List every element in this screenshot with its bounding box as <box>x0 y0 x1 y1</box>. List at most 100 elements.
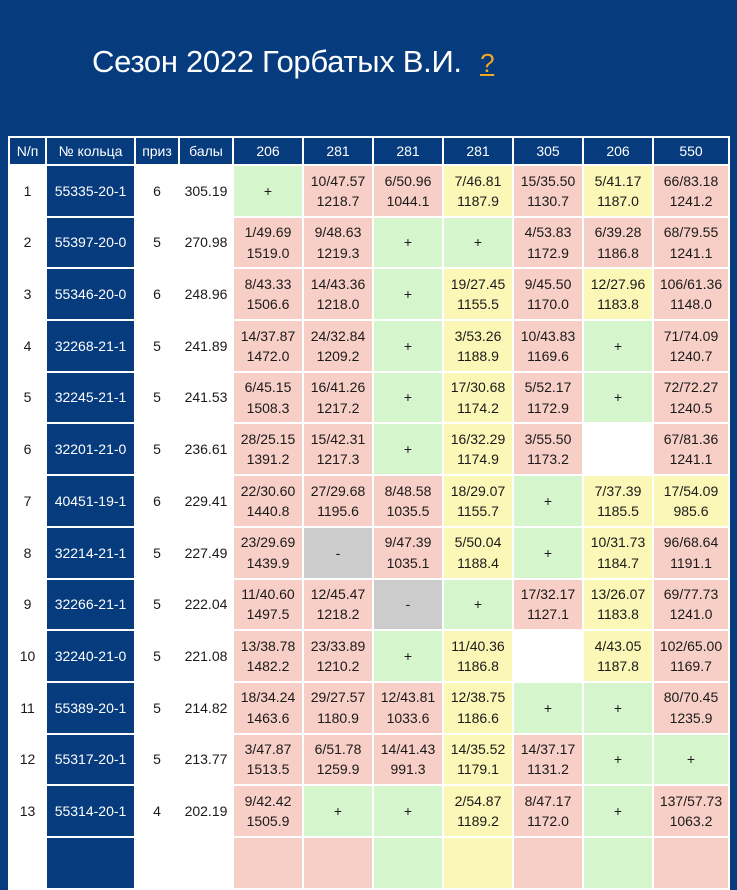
race-result-cell: + <box>652 732 730 787</box>
ring-number-link[interactable]: 55389-20-1 <box>45 680 136 735</box>
race-coefficient: 1217.3 <box>316 451 360 468</box>
race-result-cell: 23/29.69 1439.9 <box>232 525 304 580</box>
row-number-cell: 6 <box>8 422 47 477</box>
race-place-speed: 8/48.58 <box>384 482 432 499</box>
ring-number-link[interactable]: 32266-21-1 <box>45 577 136 632</box>
table-row: 2 55397-20-0 5 270.98 1/49.69 1519.0 9/48.63 12… <box>8 215 730 270</box>
prize-count-cell: 6 <box>134 267 180 322</box>
ring-number-link[interactable]: 55314-20-1 <box>45 784 136 838</box>
header-cell: № кольца <box>45 136 136 166</box>
race-result-cell: + <box>582 319 654 373</box>
race-result-cell: 13/26.07 1183.8 <box>582 577 654 632</box>
race-result-cell: 17/32.17 1127.1 <box>512 577 584 632</box>
race-coefficient: 991.3 <box>390 761 426 778</box>
points-cell: 227.49 <box>178 525 234 580</box>
race-coefficient: 1209.2 <box>316 347 360 364</box>
race-coefficient: 1241.1 <box>669 451 713 468</box>
row-number-cell: 13 <box>8 784 47 838</box>
header-cell: приз <box>134 136 180 166</box>
race-place-speed: 1/49.69 <box>244 224 292 241</box>
points-cell: 270.98 <box>178 215 234 270</box>
race-coefficient: 1044.1 <box>386 192 430 209</box>
page-title-text: Сезон 2022 Горбатых В.И. <box>92 44 462 79</box>
race-coefficient: 1240.5 <box>669 399 713 416</box>
race-coefficient: 1218.0 <box>316 296 360 313</box>
race-place-speed: 15/42.31 <box>310 430 366 447</box>
ring-number-link[interactable]: 55346-20-0 <box>45 267 136 322</box>
ring-number-link[interactable]: 32201-21-0 <box>45 422 136 477</box>
race-coefficient: 1506.6 <box>246 296 290 313</box>
ring-number-link[interactable]: 55335-20-1 <box>45 164 136 218</box>
race-result-cell: + <box>582 680 654 735</box>
race-place-speed: 68/79.55 <box>663 224 719 241</box>
ring-number-link[interactable]: 32245-21-1 <box>45 370 136 425</box>
help-link[interactable]: ? <box>480 48 495 78</box>
race-place-speed: 13/26.07 <box>590 586 646 603</box>
points-cell: 222.04 <box>178 577 234 632</box>
race-result-cell: 96/68.64 1191.1 <box>652 525 730 580</box>
race-result-cell: 2/54.87 1189.2 <box>442 784 514 838</box>
race-place-speed: + <box>613 337 623 354</box>
race-result-cell: 27/29.68 1195.6 <box>302 474 374 528</box>
race-place-speed: + <box>403 286 413 303</box>
race-result-cell: 11/40.36 1186.8 <box>442 629 514 683</box>
race-result-cell <box>512 629 584 683</box>
ring-number-link[interactable]: 40451-19-1 <box>45 474 136 528</box>
race-place-speed: 17/30.68 <box>450 379 506 396</box>
points-cell: 305.19 <box>178 164 234 218</box>
race-result-cell: 9/47.39 1035.1 <box>372 525 444 580</box>
header-cell: 206 <box>232 136 304 166</box>
points-cell: 236.61 <box>178 422 234 477</box>
ring-number-link[interactable]: 32240-21-0 <box>45 629 136 683</box>
table-row: 8 32214-21-1 5 227.49 23/29.69 1439.9 - 9/47.39… <box>8 525 730 580</box>
race-place-speed: + <box>473 234 483 251</box>
race-place-speed: 17/32.17 <box>520 586 576 603</box>
race-place-speed: 10/31.73 <box>590 534 646 551</box>
race-coefficient: 1497.5 <box>246 606 290 623</box>
race-place-speed: + <box>263 182 273 199</box>
race-coefficient: 1063.2 <box>669 813 713 830</box>
race-coefficient: 1472.0 <box>246 347 290 364</box>
race-place-speed: 11/40.36 <box>451 637 505 654</box>
race-result-cell: 69/77.73 1241.0 <box>652 577 730 632</box>
row-number-cell: 8 <box>8 525 47 580</box>
table-row: 1 55335-20-1 6 305.19 +10/47.57 1218.7 6/50.96… <box>8 164 730 218</box>
results-body: 1 55335-20-1 6 305.19 +10/47.57 1218.7 6/50.96… <box>8 164 730 890</box>
prize-count-cell: 5 <box>134 370 180 425</box>
table-row: 3 55346-20-0 6 248.96 8/43.33 1506.6 14/43.36 1… <box>8 267 730 322</box>
prize-count-cell: 5 <box>134 319 180 373</box>
race-result-cell: 28/25.15 1391.2 <box>232 422 304 477</box>
race-place-speed: 12/43.81 <box>380 689 436 706</box>
prize-count-cell: 5 <box>134 680 180 735</box>
race-place-speed: 14/41.43 <box>380 741 436 758</box>
table-row: 10 32240-21-0 5 221.08 13/38.78 1482.2 23/33.8… <box>8 629 730 683</box>
prize-count-cell: 5 <box>134 525 180 580</box>
header-cell: 281 <box>302 136 374 166</box>
race-result-cell: 18/34.24 1463.6 <box>232 680 304 735</box>
race-result-cell: 6/39.28 1186.8 <box>582 215 654 270</box>
race-result-cell: 67/81.36 1241.1 <box>652 422 730 477</box>
prize-count-cell: 5 <box>134 577 180 632</box>
ring-number-link[interactable]: 55397-20-0 <box>45 215 136 270</box>
race-result-cell: 12/38.75 1186.6 <box>442 680 514 735</box>
race-place-speed: 14/35.52 <box>450 741 506 758</box>
ring-number-link[interactable] <box>45 835 136 890</box>
race-result-cell: 24/32.84 1209.2 <box>302 319 374 373</box>
race-result-cell: - <box>372 577 444 632</box>
race-place-speed: 18/29.07 <box>450 482 506 499</box>
points-cell: 229.41 <box>178 474 234 528</box>
race-place-speed: 9/47.39 <box>384 534 432 551</box>
race-result-cell: 16/32.29 1174.9 <box>442 422 514 477</box>
row-number-cell: 12 <box>8 732 47 787</box>
race-place-speed: 18/34.24 <box>240 689 296 706</box>
row-number-cell: 4 <box>8 319 47 373</box>
race-place-speed: 5/50.04 <box>454 534 502 551</box>
ring-number-link[interactable]: 32268-21-1 <box>45 319 136 373</box>
ring-number-link[interactable]: 55317-20-1 <box>45 732 136 787</box>
ring-number-link[interactable]: 32214-21-1 <box>45 525 136 580</box>
table-row: 6 32201-21-0 5 236.61 28/25.15 1391.2 15/42.31… <box>8 422 730 477</box>
race-coefficient: 1440.8 <box>246 502 290 519</box>
race-coefficient: 1035.5 <box>386 502 430 519</box>
points-cell: 214.82 <box>178 680 234 735</box>
race-place-speed: 3/47.87 <box>244 741 292 758</box>
